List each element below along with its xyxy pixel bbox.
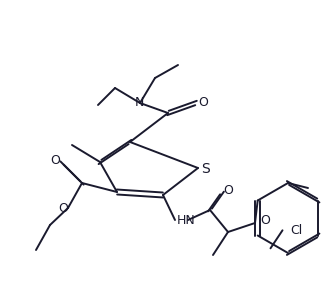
Text: HN: HN <box>177 215 196 228</box>
Text: Cl: Cl <box>290 224 303 237</box>
Text: S: S <box>201 162 209 176</box>
Text: O: O <box>198 95 208 108</box>
Text: O: O <box>223 185 233 198</box>
Text: O: O <box>58 202 68 215</box>
Text: O: O <box>50 155 60 168</box>
Text: O: O <box>260 215 270 228</box>
Text: N: N <box>134 95 144 108</box>
